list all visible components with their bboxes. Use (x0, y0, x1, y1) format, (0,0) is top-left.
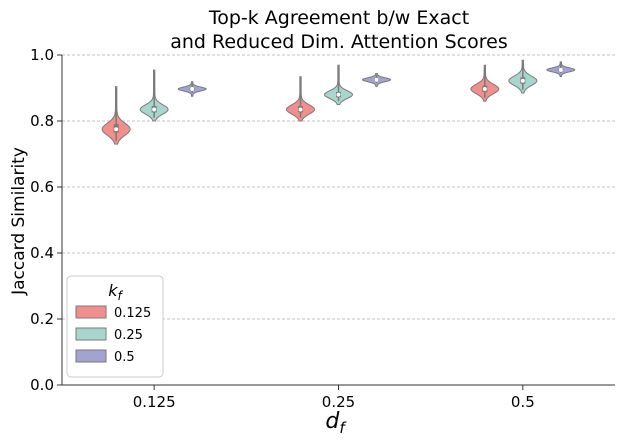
x-axis-label: df (325, 409, 347, 437)
violin-median-dot (336, 92, 341, 97)
legend-label: 0.25 (114, 328, 143, 343)
legend-title-subscript: f (118, 289, 124, 303)
violin-median-dot (482, 86, 487, 91)
violin-median-dot (190, 86, 195, 91)
legend-item: 0.5 (75, 349, 135, 365)
chart-title-line-2: and Reduced Dim. Attention Scores (170, 31, 508, 53)
violin (323, 64, 354, 105)
violin (139, 69, 169, 122)
violin-median-dot (558, 67, 563, 72)
violin-median-dot (152, 107, 157, 112)
violin (361, 72, 392, 87)
legend-label: 0.5 (114, 350, 135, 365)
legend-title-main: k (108, 281, 118, 300)
legend-label: 0.125 (114, 306, 151, 321)
violin-median-dot (114, 127, 119, 132)
legend-title: kf (108, 281, 123, 303)
y-tick-label: 0.8 (30, 112, 54, 130)
violin (470, 64, 500, 102)
x-tick-label: 0.5 (511, 393, 535, 411)
x-tick-label: 0.125 (133, 393, 176, 411)
violin (546, 61, 576, 77)
violins (101, 59, 576, 145)
legend-items: 0.125 0.25 0.5 (75, 305, 151, 365)
legend-swatch (75, 327, 107, 341)
y-tick-label: 0.6 (30, 178, 54, 196)
violin (286, 76, 315, 122)
legend-swatch (75, 305, 107, 319)
x-tick-labels: 0.125 0.25 0.5 (133, 385, 535, 411)
chart-title: Top-k Agreement b/w Exact and Reduced Di… (170, 7, 508, 53)
legend-item: 0.125 (75, 305, 151, 321)
y-tick-label: 1.0 (30, 46, 54, 64)
y-tick-label: 0.0 (30, 376, 54, 394)
violin (101, 86, 131, 145)
chart-title-line-1: Top-k Agreement b/w Exact (208, 7, 469, 29)
y-tick-labels: 0.0 0.2 0.4 0.6 0.8 1.0 (30, 46, 54, 394)
x-axis-label-subscript: f (339, 419, 347, 437)
violin-median-dot (520, 78, 525, 83)
violin (508, 59, 538, 94)
legend-item: 0.25 (75, 327, 143, 343)
x-tick-label: 0.25 (322, 393, 355, 411)
violin-median-dot (374, 77, 379, 82)
y-tick-label: 0.4 (30, 244, 54, 262)
legend: kf 0.125 0.25 0.5 (66, 275, 164, 378)
violin (177, 81, 207, 97)
violin-median-dot (298, 107, 303, 112)
y-axis-label: Jaccard Similarity (9, 147, 29, 296)
x-axis-label-main: d (325, 409, 340, 434)
y-tick-label: 0.2 (30, 310, 54, 328)
legend-swatch (75, 349, 107, 363)
